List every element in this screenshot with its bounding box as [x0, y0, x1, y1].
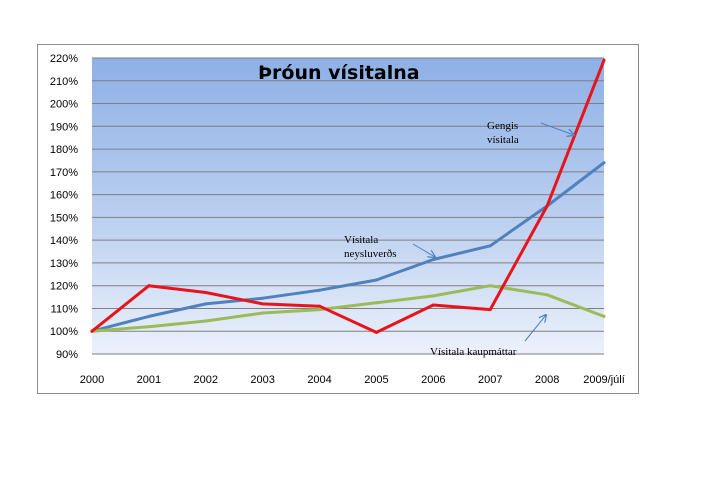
data-point	[147, 284, 151, 288]
chart-frame: 90% 100% 110% 120% 130% 140% 150% 160% 170% 180% 1…	[37, 44, 639, 394]
x-tick-label: 2003	[250, 374, 274, 386]
y-tick-label: 180%	[50, 144, 78, 156]
annotation-label: neysluverðs	[344, 248, 397, 260]
annotation-label: Gengis	[487, 120, 518, 132]
y-tick-label: 170%	[50, 167, 78, 179]
x-tick-label: 2002	[194, 374, 218, 386]
data-point	[602, 58, 606, 62]
y-tick-label: 90%	[56, 349, 78, 361]
data-point	[318, 304, 322, 308]
data-point	[545, 293, 549, 297]
chart-title: Þróun vísitalna	[258, 62, 420, 84]
y-tick-label: 160%	[50, 190, 78, 202]
data-point	[488, 308, 492, 312]
data-point	[488, 284, 492, 288]
x-tick-label: 2005	[364, 374, 388, 386]
data-point	[147, 325, 151, 329]
annotation-label: Vísitala	[344, 234, 378, 246]
data-point	[374, 278, 378, 282]
data-point	[90, 329, 94, 333]
data-point	[374, 301, 378, 305]
data-point	[431, 258, 435, 262]
annotation-arrow	[540, 122, 574, 135]
data-point	[147, 314, 151, 318]
plot-area	[92, 58, 604, 354]
data-point	[261, 311, 265, 315]
y-tick-label: 210%	[50, 76, 78, 88]
series-line	[90, 284, 606, 333]
data-point	[261, 302, 265, 306]
data-point	[204, 291, 208, 295]
series-line	[90, 161, 606, 333]
annotation-label: Vísitala kaupmáttar	[430, 346, 517, 358]
y-tick-label: 220%	[50, 53, 78, 65]
data-point	[318, 308, 322, 312]
data-point	[545, 204, 549, 208]
y-tick-label: 100%	[50, 326, 78, 338]
line-chart: 90% 100% 110% 120% 130% 140% 150% 160% 170% 180% 1…	[50, 53, 625, 386]
data-point	[431, 294, 435, 298]
y-tick-label: 120%	[50, 281, 78, 293]
y-tick-label: 150%	[50, 212, 78, 224]
x-tick-label: 2001	[137, 374, 161, 386]
data-point	[602, 314, 606, 318]
data-point	[488, 244, 492, 248]
x-tick-label: 2009/júlí	[583, 374, 625, 386]
x-tick-label: 2006	[421, 374, 445, 386]
y-tick-label: 130%	[50, 258, 78, 270]
annotation-arrow	[412, 243, 435, 257]
y-tick-label: 140%	[50, 235, 78, 247]
annotation-label: vísitala	[487, 134, 519, 146]
x-tick-label: 2004	[307, 374, 331, 386]
series-line	[90, 58, 606, 334]
data-point	[318, 288, 322, 292]
data-point	[431, 303, 435, 307]
x-tick-label: 2008	[535, 374, 559, 386]
y-tick-label: 200%	[50, 99, 78, 111]
data-point	[204, 319, 208, 323]
x-tick-label: 2007	[478, 374, 502, 386]
data-point	[374, 330, 378, 334]
data-point	[204, 302, 208, 306]
x-tick-label: 2000	[80, 374, 104, 386]
data-point	[602, 161, 606, 165]
y-tick-label: 190%	[50, 121, 78, 133]
data-point	[261, 296, 265, 300]
annotation-arrow	[524, 315, 546, 342]
y-tick-label: 110%	[51, 303, 79, 315]
